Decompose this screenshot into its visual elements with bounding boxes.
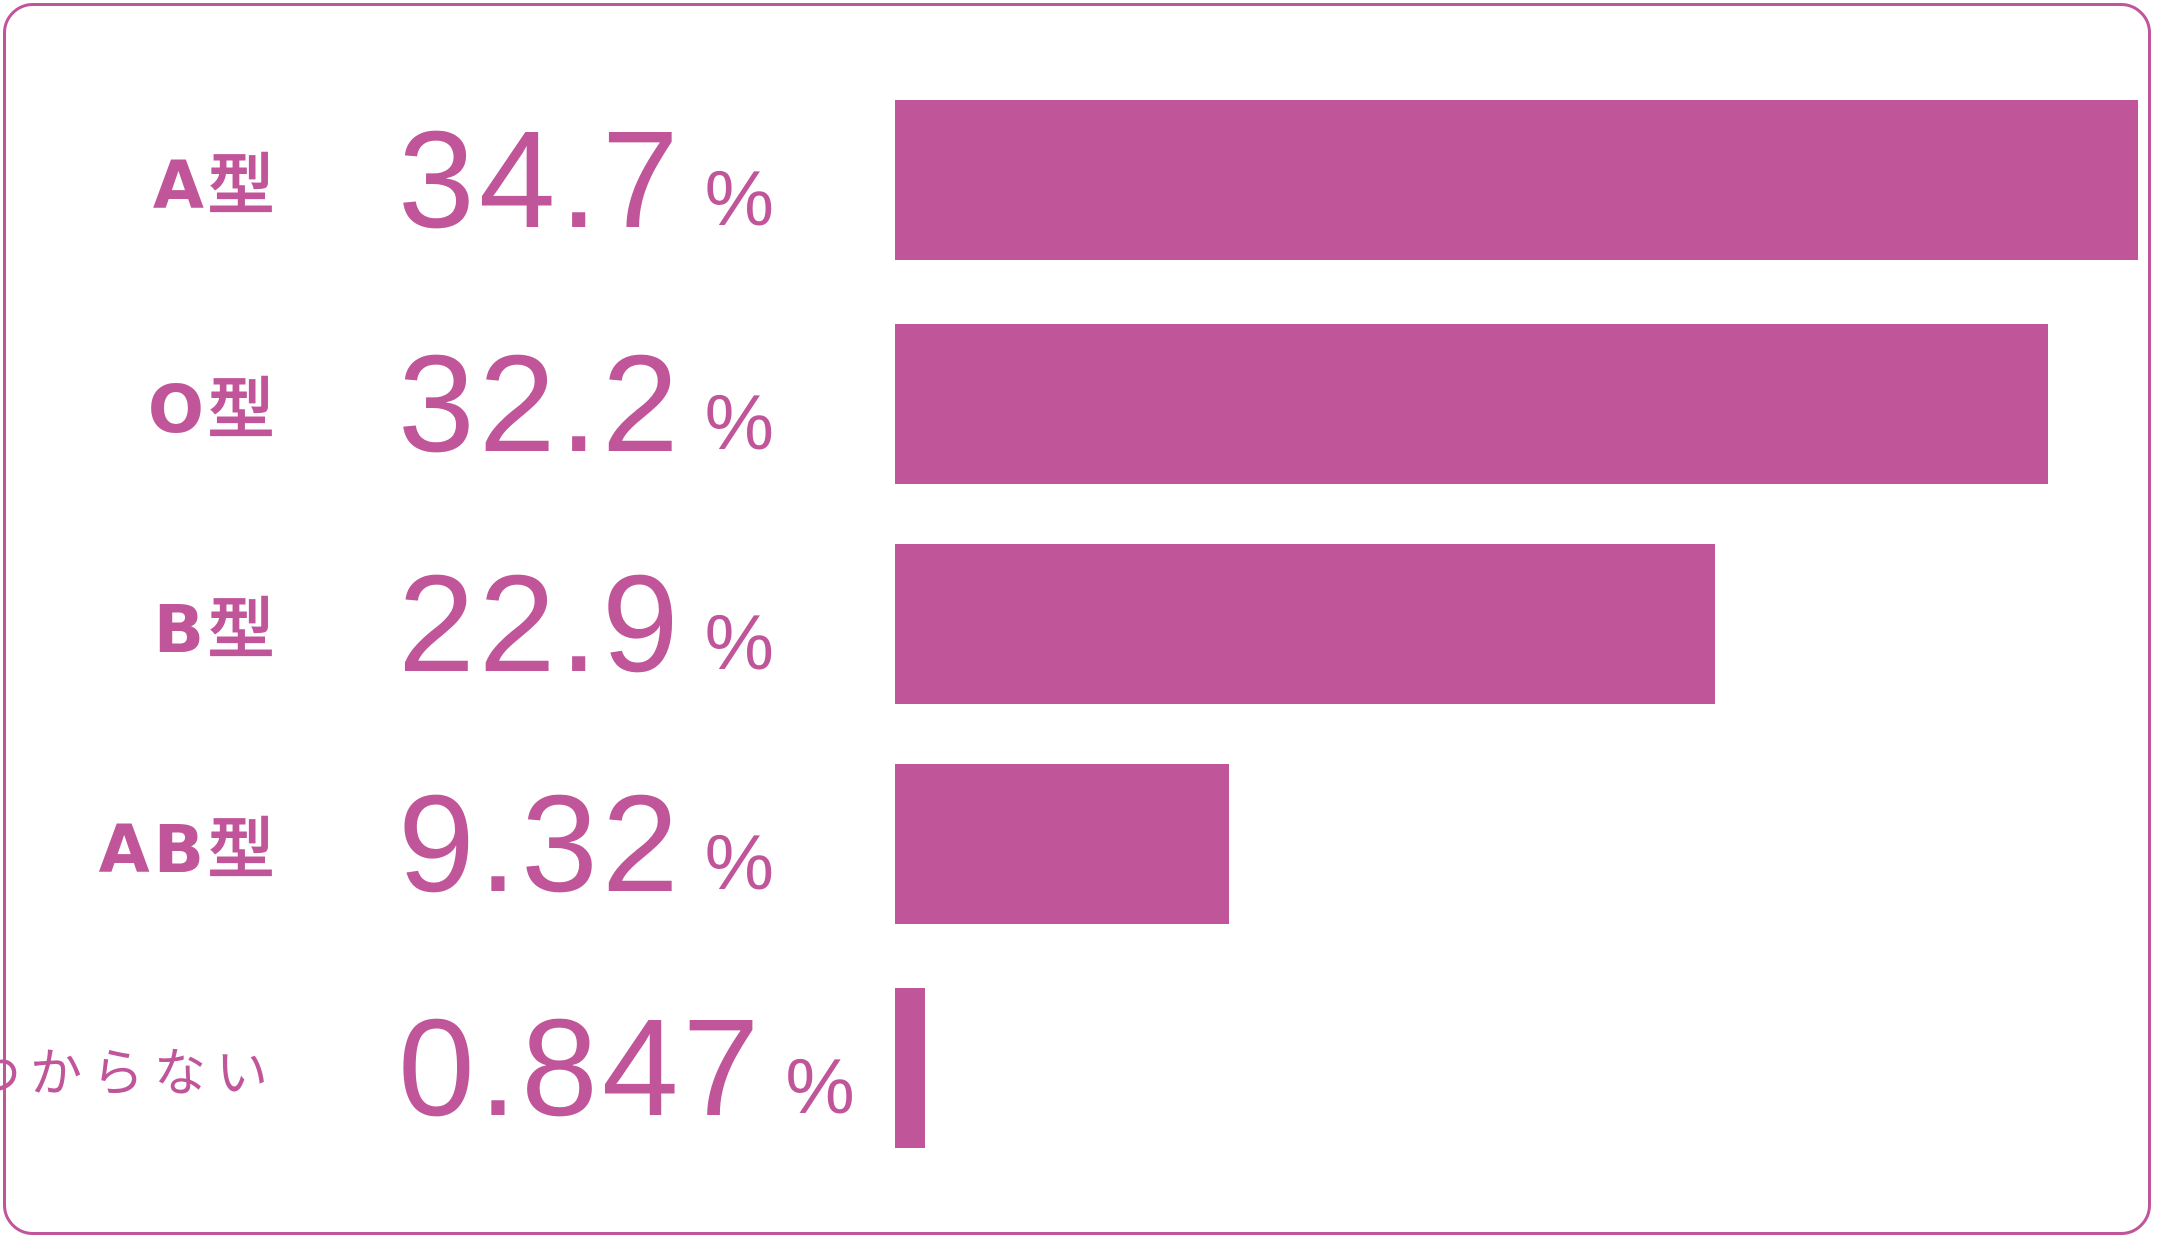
value-label: 0.847% — [398, 988, 855, 1148]
value-label: 9.32% — [398, 764, 774, 924]
chart-frame — [3, 3, 2151, 1235]
bar-row: B型 22.9% — [0, 544, 2160, 704]
bar — [895, 100, 2138, 260]
percent-unit: % — [785, 1041, 855, 1130]
percent-unit: % — [704, 597, 774, 686]
percent-unit: % — [704, 153, 774, 242]
value-number: 22.9 — [398, 546, 683, 701]
value-label: 32.2% — [398, 324, 774, 484]
category-label: わからない — [0, 1043, 278, 1104]
bar-row: AB型 9.32% — [0, 764, 2160, 924]
bar-row: わからない 0.847% — [0, 988, 2160, 1148]
category-label: O型 — [147, 371, 278, 448]
value-label: 22.9% — [398, 544, 774, 704]
percent-unit: % — [704, 377, 774, 466]
bar-row: O型 32.2% — [0, 324, 2160, 484]
bar — [895, 764, 1229, 924]
bar — [895, 324, 2048, 484]
category-label: A型 — [152, 147, 278, 224]
bar-row: A型 34.7% — [0, 100, 2160, 260]
bar — [895, 988, 925, 1148]
percent-unit: % — [704, 817, 774, 906]
value-number: 32.2 — [398, 326, 683, 481]
bar — [895, 544, 1715, 704]
value-number: 0.847 — [398, 990, 764, 1145]
value-label: 34.7% — [398, 100, 774, 260]
value-number: 9.32 — [398, 766, 683, 921]
category-label: AB型 — [98, 811, 278, 888]
value-number: 34.7 — [398, 102, 683, 257]
category-label: B型 — [153, 591, 278, 668]
